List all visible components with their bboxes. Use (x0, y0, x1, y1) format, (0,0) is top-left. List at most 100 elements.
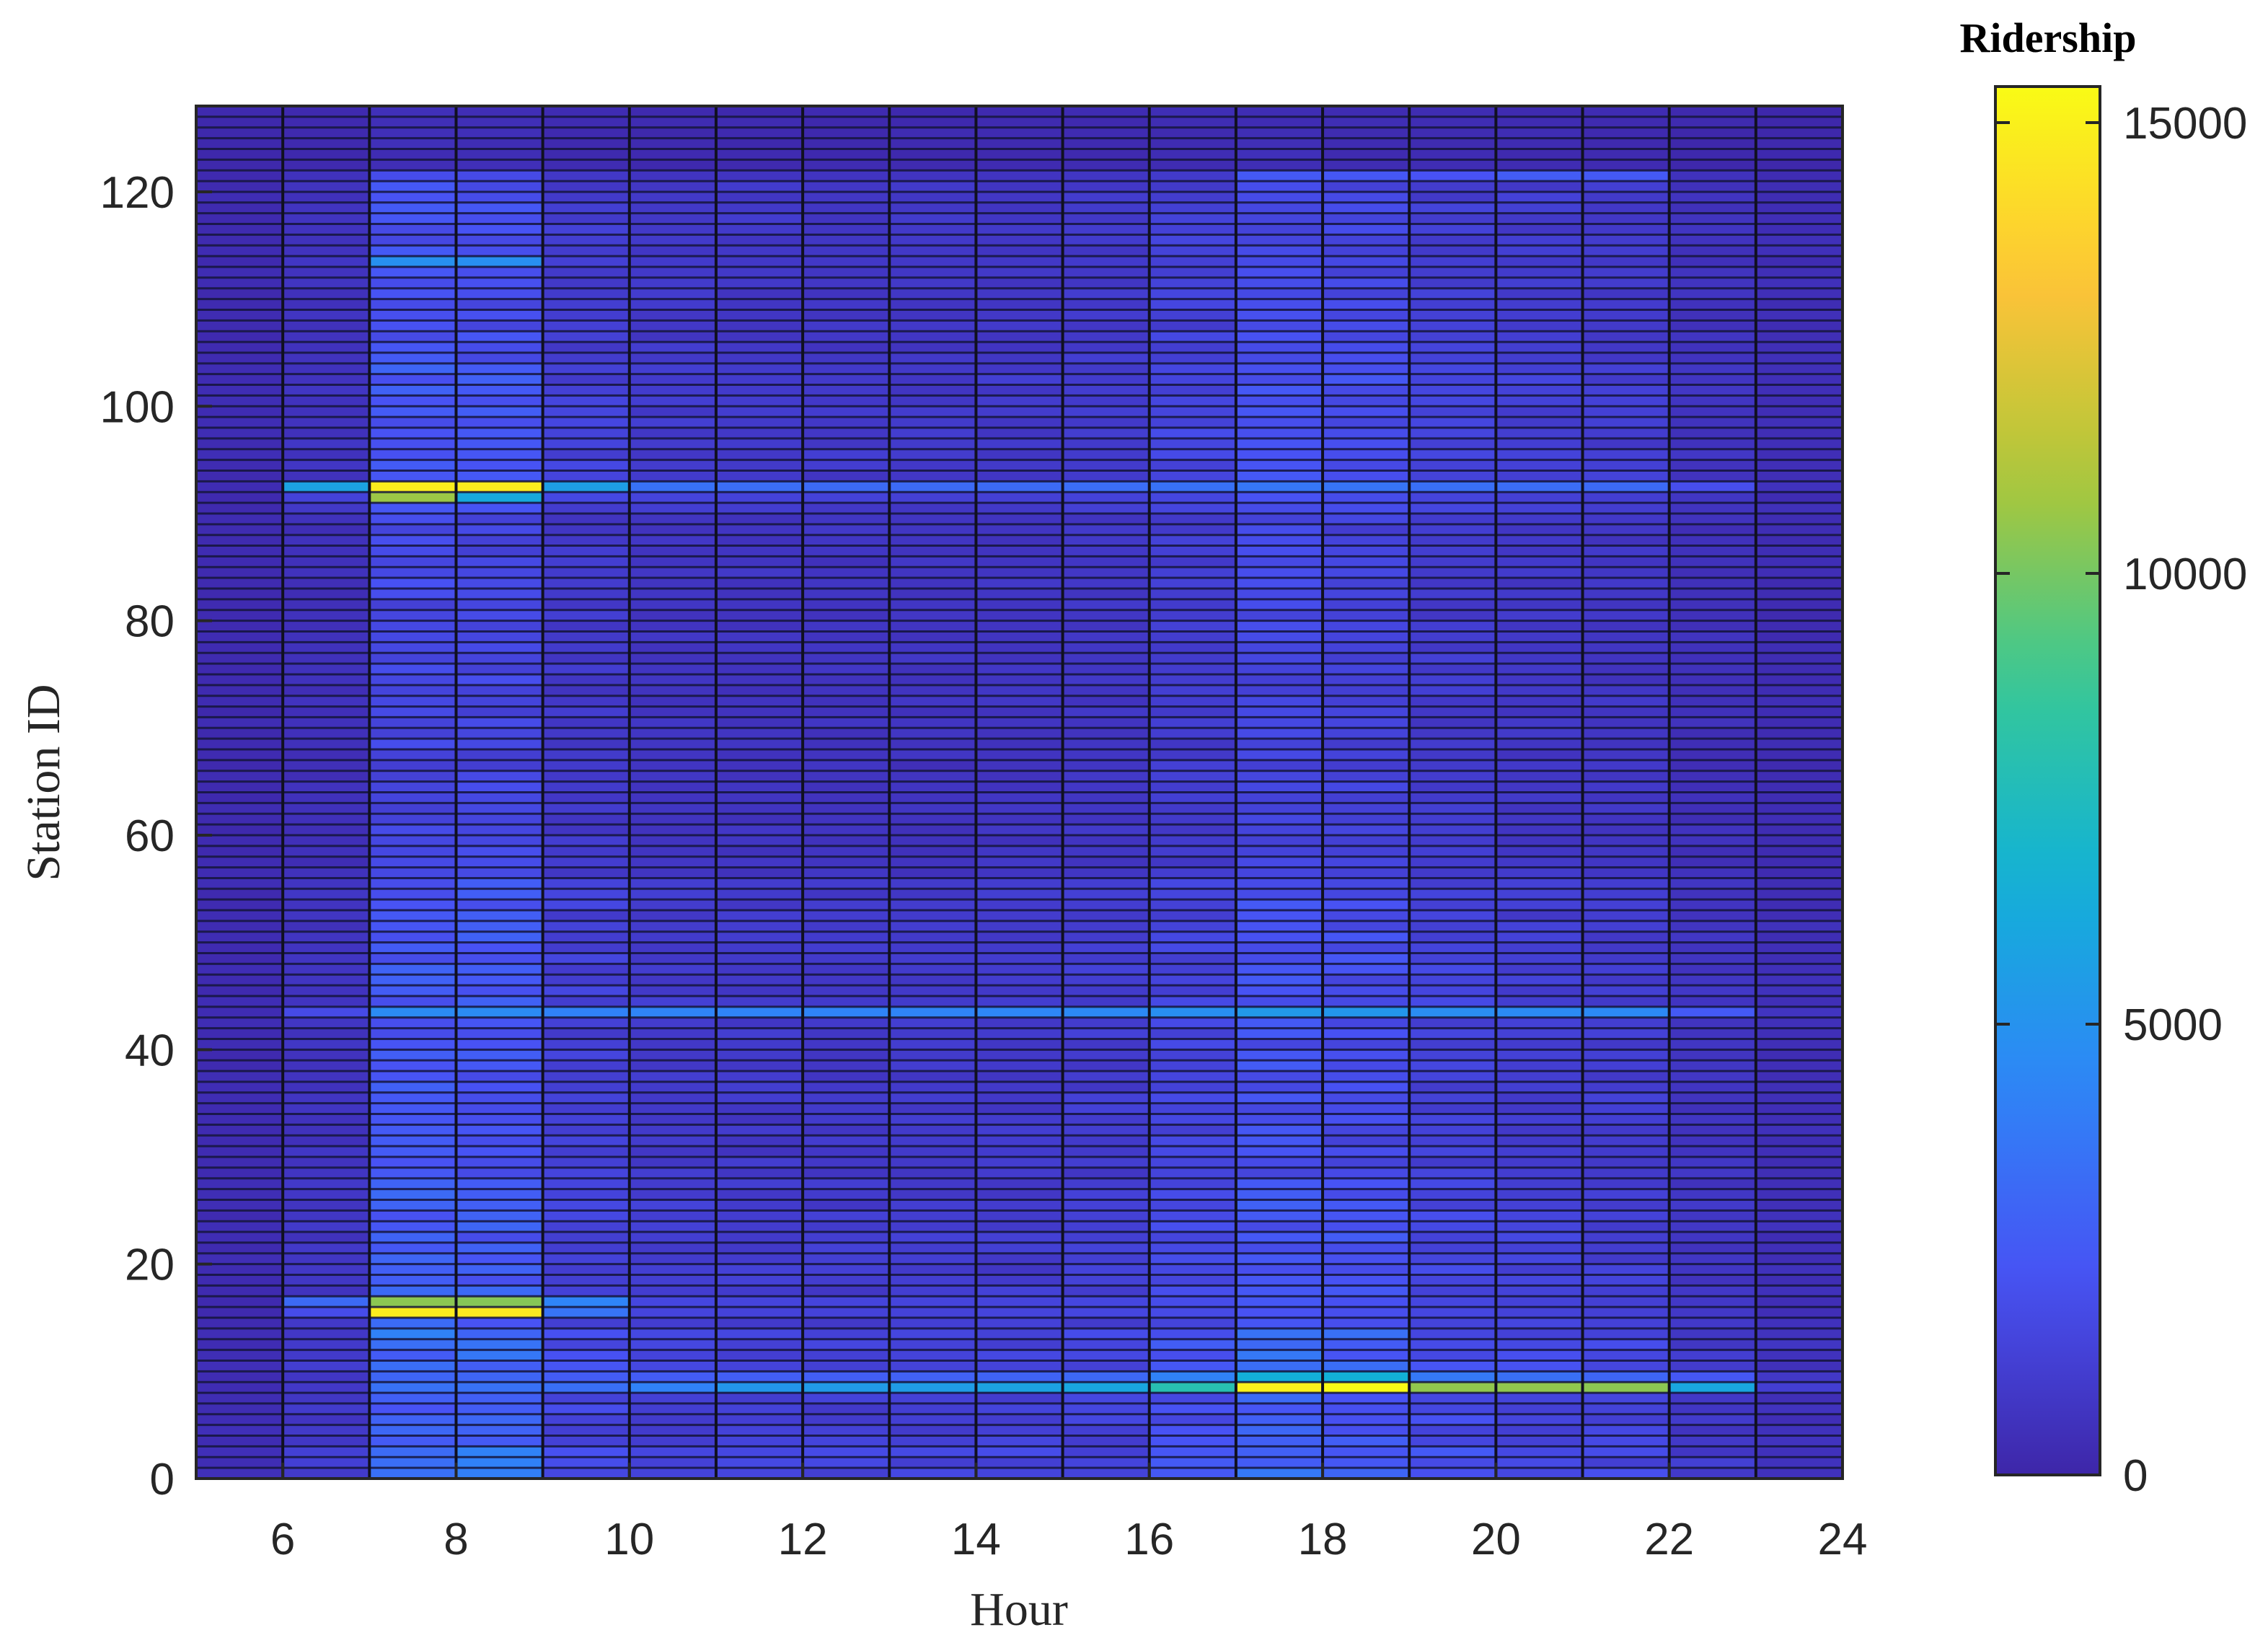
heatmap-cell (196, 1435, 283, 1447)
heatmap-cell (803, 395, 890, 407)
heatmap-cell (1235, 1393, 1323, 1404)
heatmap-cell (1235, 631, 1323, 643)
heatmap-cell (629, 1393, 716, 1404)
heatmap-cell (283, 342, 370, 353)
heatmap-cell (369, 985, 456, 996)
heatmap-cell (1669, 1414, 1756, 1425)
heatmap-cell (715, 417, 803, 428)
heatmap-cell (715, 824, 803, 835)
heatmap-cell (976, 256, 1063, 268)
heatmap-cell (629, 1135, 716, 1147)
heatmap-cell (196, 1307, 283, 1318)
heatmap-cell (369, 245, 456, 257)
heatmap-cell (1409, 406, 1496, 418)
heatmap-cell (196, 202, 283, 213)
heatmap-cell (976, 384, 1063, 396)
heatmap-cell (1582, 534, 1669, 546)
heatmap-cell (1062, 1435, 1150, 1447)
heatmap-cell (1062, 1210, 1150, 1222)
heatmap-cell (1669, 1146, 1756, 1157)
heatmap-cell (1323, 1296, 1410, 1308)
heatmap-cell (1496, 1393, 1583, 1404)
heatmap-cell (1149, 342, 1236, 353)
heatmap-cell (283, 1221, 370, 1233)
heatmap-cell (369, 1393, 456, 1404)
heatmap-cell (1755, 1349, 1843, 1361)
heatmap-cell (1496, 138, 1583, 149)
heatmap-cell (1235, 1135, 1323, 1147)
heatmap-cell (1496, 374, 1583, 385)
heatmap-cell (283, 974, 370, 986)
heatmap-cell (889, 524, 976, 535)
heatmap-cell (976, 1424, 1063, 1436)
heatmap-cell (629, 374, 716, 385)
heatmap-cell (1323, 459, 1410, 471)
heatmap-cell (1409, 116, 1496, 128)
heatmap-cell (196, 1210, 283, 1222)
heatmap-cell (715, 1178, 803, 1189)
heatmap-cell (283, 470, 370, 482)
heatmap-cell (369, 931, 456, 943)
heatmap-cell (976, 931, 1063, 943)
heatmap-cell (1235, 1146, 1323, 1157)
heatmap-cell (1755, 534, 1843, 546)
heatmap-cell (629, 524, 716, 535)
heatmap-cell (196, 567, 283, 578)
heatmap-cell (369, 1468, 456, 1479)
heatmap-cell (1235, 674, 1323, 685)
x-axis-title: Hour (970, 1583, 1068, 1636)
heatmap-cell (1582, 417, 1669, 428)
heatmap-cell (803, 1274, 890, 1286)
heatmap-cell (803, 995, 890, 1007)
heatmap-cell (1235, 406, 1323, 418)
heatmap-cell (1496, 920, 1583, 932)
heatmap-cell (976, 878, 1063, 889)
heatmap-cell (456, 878, 543, 889)
heatmap-cell (369, 213, 456, 224)
heatmap-cell (196, 1071, 283, 1082)
y-tick-label: 100 (100, 382, 175, 432)
heatmap-cell (976, 1403, 1063, 1414)
heatmap-cell (1409, 567, 1496, 578)
heatmap-cell (1669, 449, 1756, 460)
heatmap-cell (1755, 1071, 1843, 1082)
heatmap-cell (715, 814, 803, 825)
heatmap-cell (1496, 524, 1583, 535)
heatmap-cell (542, 1039, 630, 1050)
heatmap-cell (1669, 352, 1756, 364)
heatmap-cell (629, 1264, 716, 1275)
heatmap-cell (1323, 384, 1410, 396)
heatmap-cell (803, 384, 890, 396)
heatmap-cell (1323, 974, 1410, 986)
y-tick-label: 0 (150, 1455, 175, 1505)
heatmap-cell (1496, 1199, 1583, 1211)
heatmap-cell (196, 1328, 283, 1339)
heatmap-cell (889, 256, 976, 268)
heatmap-cell (1235, 513, 1323, 524)
heatmap-cell (1323, 781, 1410, 793)
heatmap-cell (1323, 1039, 1410, 1050)
heatmap-cell (369, 953, 456, 964)
heatmap-cell (1235, 1189, 1323, 1200)
heatmap-cell (1496, 995, 1583, 1007)
heatmap-cell (976, 1382, 1063, 1393)
heatmap-cell (715, 759, 803, 771)
heatmap-cell (1409, 1349, 1496, 1361)
heatmap-cell (196, 995, 283, 1007)
heatmap-cell (803, 867, 890, 878)
heatmap-cell (283, 1103, 370, 1114)
heatmap-cell (1669, 1328, 1756, 1339)
heatmap-cell (369, 1296, 456, 1308)
heatmap-cell (1409, 202, 1496, 213)
heatmap-cell (976, 889, 1063, 900)
heatmap-cell (629, 834, 716, 846)
heatmap-cell (456, 910, 543, 921)
heatmap-cell (803, 1339, 890, 1350)
heatmap-cell (1582, 127, 1669, 138)
heatmap-cell (283, 374, 370, 385)
heatmap-cell (456, 524, 543, 535)
heatmap-cell (629, 942, 716, 953)
heatmap-cell (803, 1264, 890, 1275)
heatmap-cell (715, 481, 803, 493)
heatmap-cell (1582, 320, 1669, 332)
